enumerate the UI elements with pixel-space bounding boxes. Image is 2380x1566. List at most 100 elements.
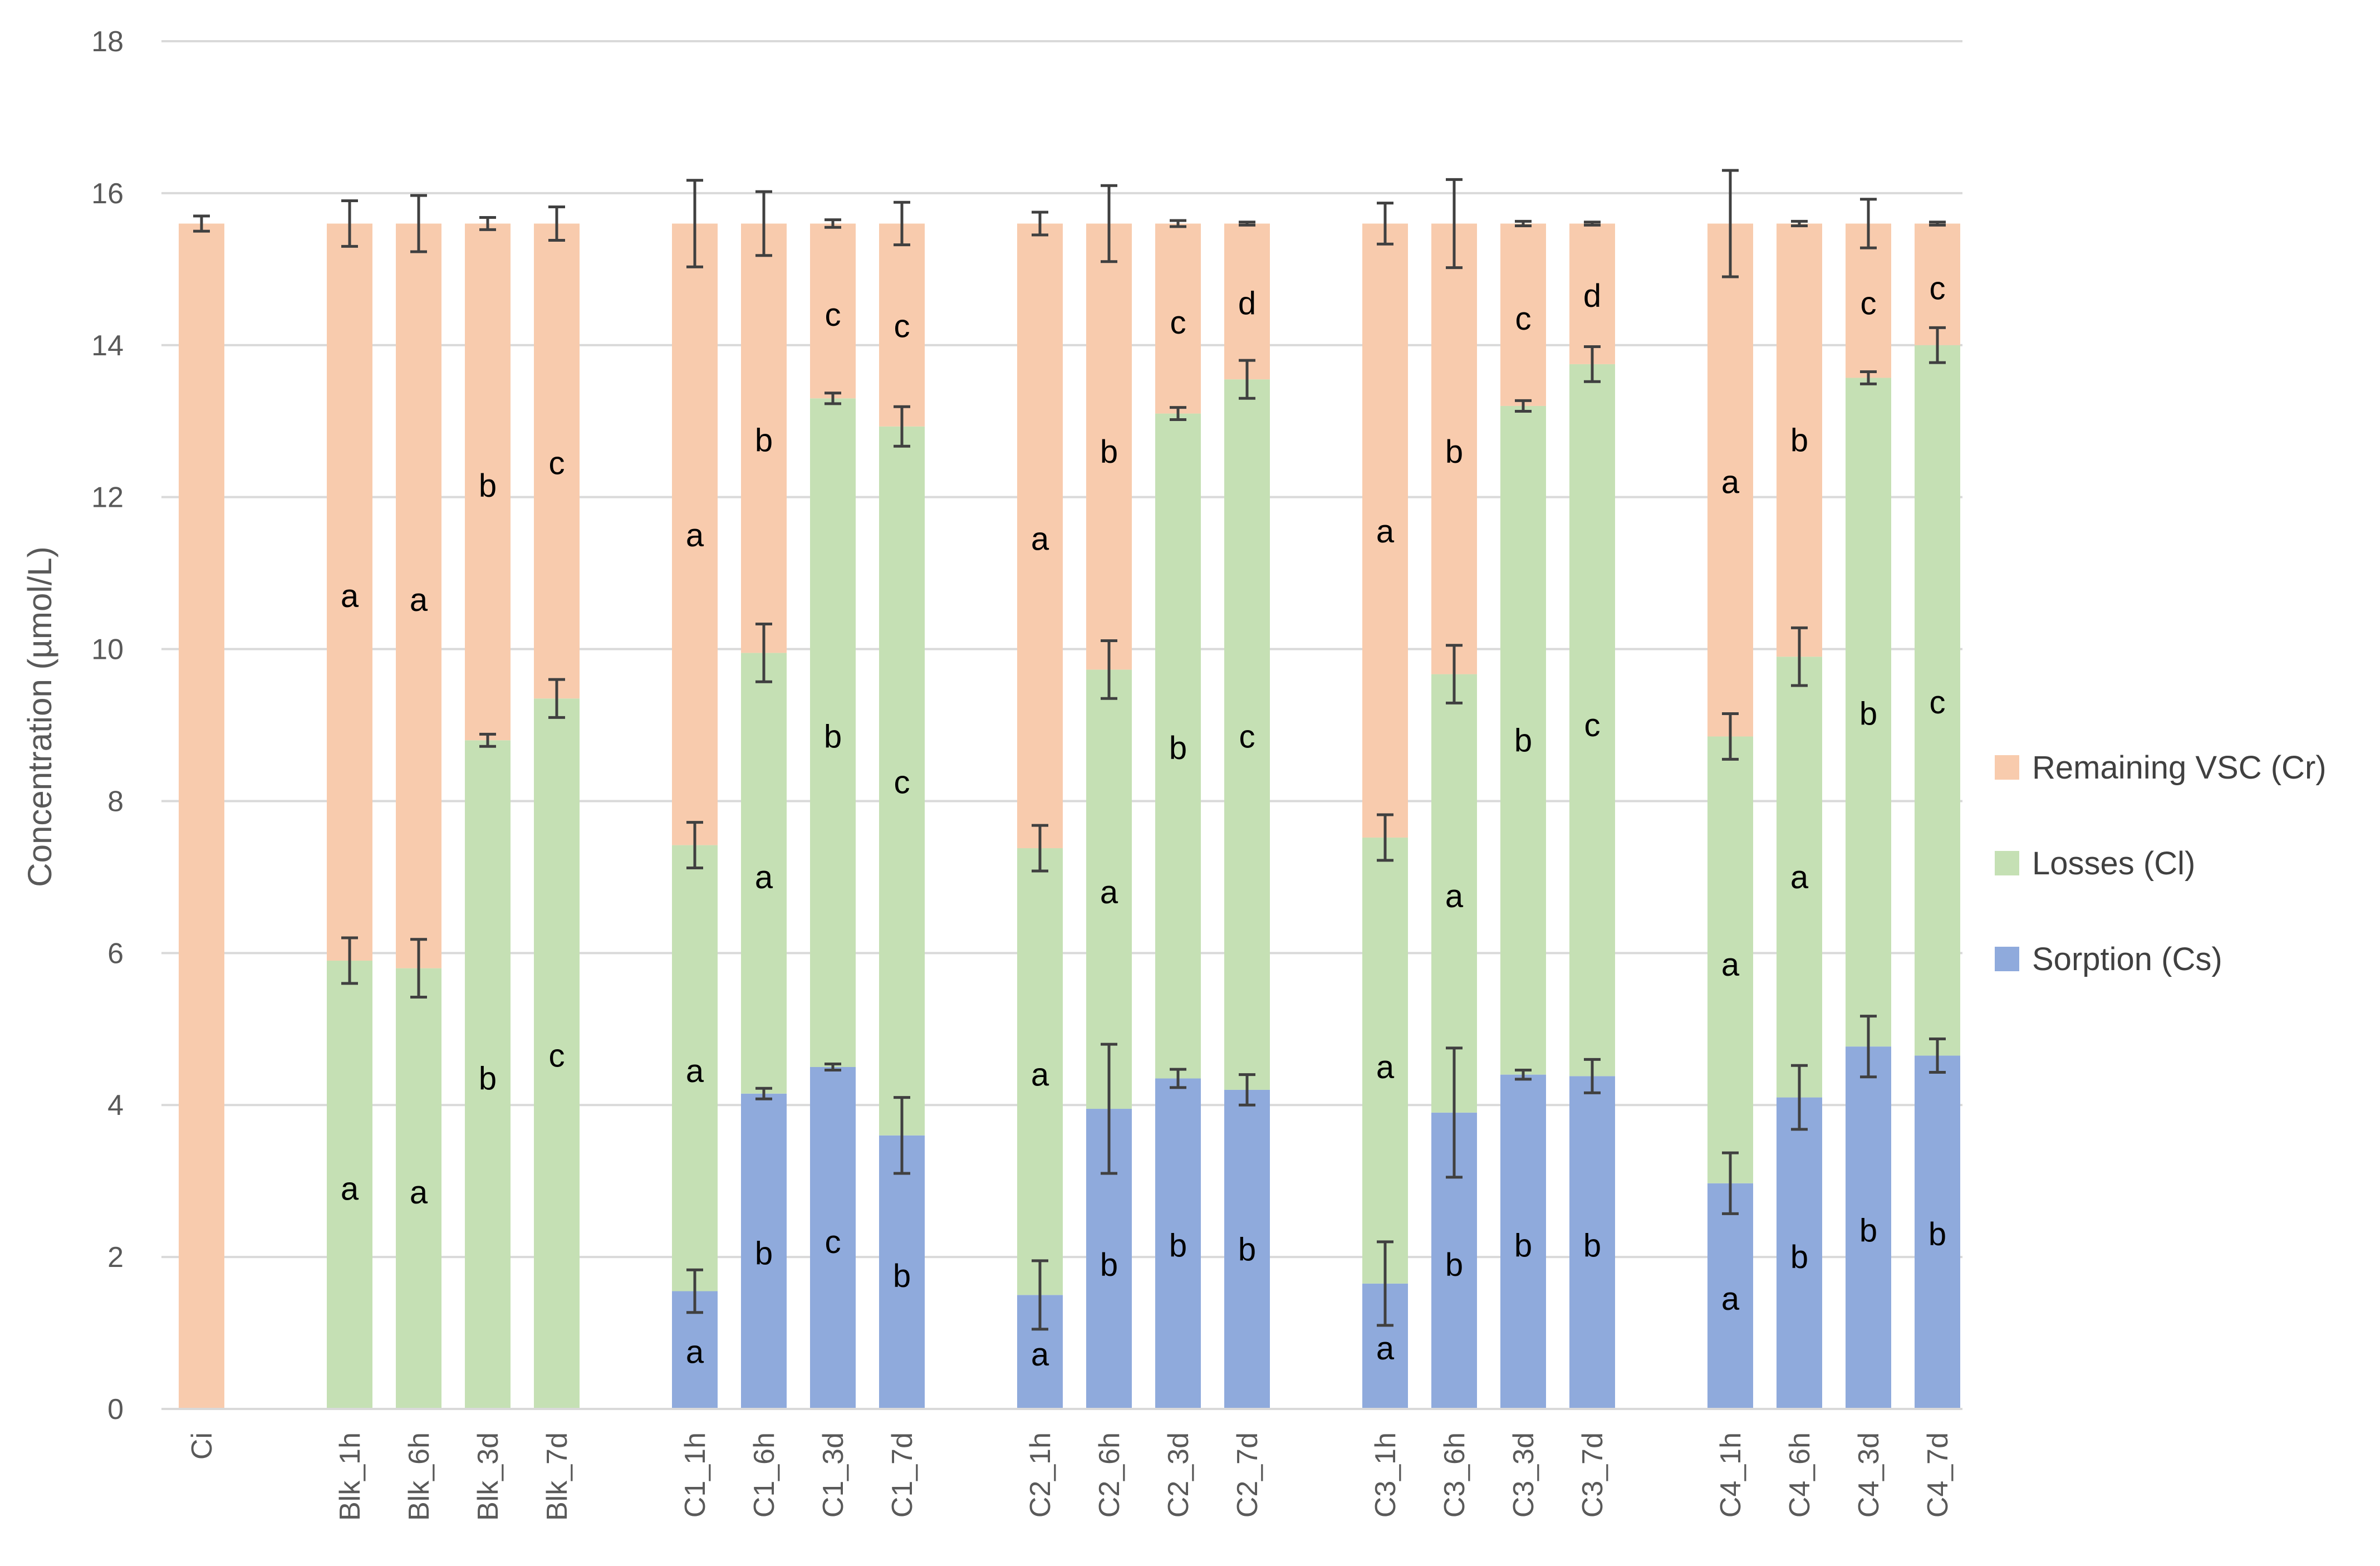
error-bar: [1446, 644, 1463, 704]
significance-letter: a: [686, 1053, 704, 1089]
significance-letter: a: [1376, 513, 1395, 550]
bar-segment-losses: [672, 845, 718, 1291]
legend-item: Remaining VSC (Cr): [1995, 750, 2327, 786]
significance-letter: a: [1031, 1057, 1049, 1093]
error-bar: [341, 936, 358, 985]
x-tick-label: C2_7d: [1231, 1432, 1264, 1518]
error-bar: [825, 218, 841, 229]
bar-segment-remaining: [741, 223, 787, 653]
significance-letter: a: [1376, 1049, 1395, 1085]
y-tick-label: 12: [91, 482, 124, 514]
x-tick-label: C4_7d: [1922, 1432, 1954, 1518]
significance-letter: c: [549, 1038, 565, 1074]
x-tick-label: C1_1h: [679, 1432, 711, 1518]
error-bar: [894, 200, 910, 247]
significance-letter: a: [755, 859, 773, 895]
legend-swatch: [1995, 851, 2019, 875]
legend-swatch: [1995, 755, 2019, 780]
significance-letter: a: [341, 578, 359, 614]
error-bars: [193, 169, 1946, 1331]
error-bar: [1515, 1068, 1532, 1081]
error-bar: [1791, 626, 1808, 687]
x-tick-label: C3_3d: [1508, 1432, 1540, 1518]
x-tick-label: C1_6h: [748, 1432, 781, 1518]
bar-segment-losses: [1086, 669, 1132, 1109]
significance-letter: b: [1790, 1239, 1808, 1275]
bar-segment-losses: [741, 653, 787, 1094]
bar-segment-losses: [465, 740, 511, 1409]
significance-letter: b: [1859, 696, 1877, 732]
legend-item: Sorption (Cs): [1995, 941, 2222, 977]
x-tick-label: C4_1h: [1715, 1432, 1747, 1518]
error-bar: [894, 405, 910, 448]
error-bar: [1170, 219, 1186, 228]
x-tick-label: Blk_6h: [403, 1432, 435, 1521]
error-bar: [1101, 184, 1117, 263]
error-bar: [686, 1268, 703, 1314]
bar-segment-losses: [1915, 345, 1960, 1056]
legend: Remaining VSC (Cr) Losses (Cl) Sorption (C…: [1995, 750, 2327, 977]
significance-letter: c: [1515, 301, 1532, 337]
significance-letter: a: [1031, 521, 1049, 557]
significance-letter: b: [893, 1258, 911, 1294]
significance-letter: b: [824, 718, 842, 755]
error-bar: [1377, 813, 1393, 862]
legend-item: Losses (Cl): [1995, 845, 2195, 882]
significance-letter: b: [1169, 730, 1187, 766]
bar-segment-remaining: [465, 223, 511, 741]
error-bar: [1377, 202, 1393, 246]
legend-label: Losses (Cl): [2032, 845, 2195, 882]
error-bar: [1239, 1073, 1255, 1107]
y-tick-label: 14: [91, 330, 124, 362]
error-bar: [1377, 1240, 1393, 1327]
significance-letter: a: [1445, 878, 1464, 914]
significance-letter: a: [1031, 1337, 1049, 1373]
bar-segment-remaining: [879, 223, 925, 427]
error-bar: [755, 1087, 772, 1100]
bar-segment-remaining: [672, 223, 718, 845]
x-tick-label: C3_6h: [1439, 1432, 1471, 1518]
error-bar: [1860, 370, 1877, 385]
bar-segment-remaining: [1915, 223, 1960, 345]
significance-letter: c: [825, 297, 841, 333]
error-bar: [410, 194, 427, 253]
error-bar: [1722, 1151, 1739, 1215]
bar-segment-remaining: [1431, 223, 1477, 674]
x-tick-label: C4_3d: [1853, 1432, 1885, 1518]
significance-letter: a: [341, 1171, 359, 1207]
error-bar: [1584, 1058, 1601, 1094]
error-bar: [755, 623, 772, 683]
significance-letter: a: [1100, 874, 1118, 911]
y-tick-label: 0: [107, 1393, 124, 1426]
error-bar: [1170, 1068, 1186, 1089]
significance-letter: a: [1721, 464, 1740, 500]
error-bar: [755, 190, 772, 257]
significance-letter: b: [1445, 1247, 1463, 1283]
significance-letter: a: [1790, 859, 1809, 895]
bar-segment-remaining: [1707, 223, 1753, 737]
bar-segment-remaining: [1086, 223, 1132, 670]
significance-letter: b: [1100, 1247, 1118, 1283]
error-bar: [1791, 1064, 1808, 1131]
significance-letter: b: [479, 1060, 497, 1097]
bar-segment-sorption: [1569, 1076, 1615, 1409]
bar-segment-losses: [1362, 837, 1408, 1284]
bar-segment-losses: [1017, 848, 1063, 1295]
bar-segment-sorption: [741, 1093, 787, 1409]
significance-letter: b: [1100, 434, 1118, 470]
error-bar: [1446, 178, 1463, 270]
bar-segment-remaining: [396, 223, 441, 968]
error-bar: [1239, 359, 1255, 400]
bar-segment-losses: [1155, 413, 1201, 1079]
significance-letter: a: [1721, 947, 1740, 983]
y-axis-ticks: 0 2 4 6 8 10 12 14 16 18: [91, 26, 124, 1426]
bar-segment-sorption: [879, 1135, 925, 1409]
error-bar: [825, 1063, 841, 1071]
significance-letter: b: [1169, 1228, 1187, 1264]
error-bar: [1791, 219, 1808, 228]
x-tick-label: C2_1h: [1024, 1432, 1057, 1518]
significance-letter: c: [825, 1224, 841, 1260]
bar-segment-sorption: [1915, 1055, 1960, 1409]
bar-segment-remaining: [1362, 223, 1408, 838]
y-tick-label: 2: [107, 1241, 124, 1274]
